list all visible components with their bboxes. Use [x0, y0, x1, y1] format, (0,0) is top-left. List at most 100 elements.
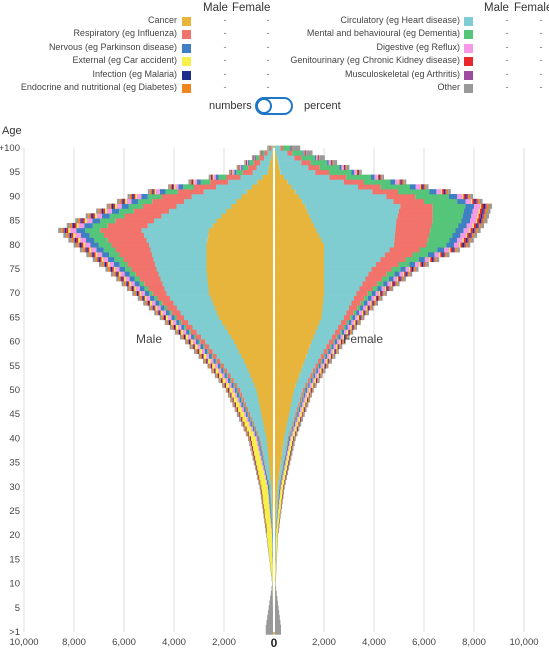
male-bar-digestive[interactable] — [80, 237, 86, 243]
male-bar-external[interactable] — [134, 285, 136, 292]
male-bar-nervous[interactable] — [92, 218, 101, 224]
male-bar-other[interactable] — [147, 189, 150, 195]
male-bar-other[interactable] — [267, 145, 269, 151]
female-bar-other[interactable] — [275, 600, 278, 606]
male-bar-genitourinary[interactable] — [93, 252, 96, 258]
male-bar-external[interactable] — [124, 276, 126, 282]
female-bar-cancer[interactable] — [274, 174, 284, 180]
male-bar-endocrine[interactable] — [212, 368, 214, 374]
male-bar-mental[interactable] — [271, 523, 273, 529]
male-bar-other[interactable] — [267, 615, 274, 621]
male-bar-respiratory[interactable] — [200, 339, 206, 345]
male-bar-musculoskeletal[interactable] — [136, 290, 137, 296]
male-bar-musculoskeletal[interactable] — [168, 319, 169, 325]
female-bar-cancer[interactable] — [274, 489, 278, 495]
female-bar-external[interactable] — [419, 261, 421, 267]
female-bar-cancer[interactable] — [274, 290, 324, 296]
female-bar-endocrine[interactable] — [383, 290, 385, 296]
female-bar-endocrine[interactable] — [365, 310, 368, 316]
male-bar-mental[interactable] — [241, 397, 243, 403]
male-bar-digestive[interactable] — [263, 469, 265, 475]
female-bar-respiratory[interactable] — [338, 324, 344, 330]
female-bar-circulatory[interactable] — [293, 392, 302, 398]
male-bar-genitourinary[interactable] — [218, 373, 220, 379]
male-bar-circulatory[interactable] — [166, 290, 210, 296]
female-bar-circulatory[interactable] — [274, 537, 276, 543]
female-bar-other[interactable] — [275, 586, 277, 592]
male-bar-genitourinary[interactable] — [112, 266, 114, 272]
male-bar-external[interactable] — [270, 561, 273, 567]
female-bar-cancer[interactable] — [274, 474, 279, 480]
male-bar-infection[interactable] — [69, 232, 72, 238]
male-bar-musculoskeletal[interactable] — [256, 465, 257, 471]
male-bar-digestive[interactable] — [96, 213, 103, 219]
female-bar-mental[interactable] — [372, 285, 378, 292]
female-bar-external[interactable] — [370, 300, 372, 306]
male-bar-endocrine[interactable] — [191, 344, 193, 350]
male-bar-mental[interactable] — [125, 266, 132, 272]
female-bar-circulatory[interactable] — [281, 455, 285, 461]
female-bar-other[interactable] — [276, 547, 278, 553]
male-bar-respiratory[interactable] — [216, 358, 221, 364]
male-bar-nervous[interactable] — [178, 184, 184, 190]
male-bar-other[interactable] — [68, 237, 72, 243]
female-bar-mental[interactable] — [283, 465, 284, 471]
female-bar-external[interactable] — [280, 489, 283, 495]
male-bar-other[interactable] — [132, 290, 135, 296]
male-bar-infection[interactable] — [158, 310, 160, 316]
female-bar-nervous[interactable] — [390, 179, 396, 185]
female-bar-digestive[interactable] — [399, 271, 404, 277]
female-bar-genitourinary[interactable] — [330, 353, 332, 359]
male-bar-other[interactable] — [241, 421, 243, 427]
male-bar-other[interactable] — [265, 624, 274, 630]
female-bar-mental[interactable] — [330, 344, 332, 350]
male-bar-genitourinary[interactable] — [74, 223, 77, 229]
female-bar-circulatory[interactable] — [279, 474, 281, 480]
female-bar-cancer[interactable] — [274, 247, 324, 253]
female-bar-genitourinary[interactable] — [305, 402, 306, 408]
female-bar-external[interactable] — [291, 435, 294, 442]
male-bar-nervous[interactable] — [181, 324, 185, 330]
male-bar-other[interactable] — [259, 150, 261, 156]
female-bar-other[interactable] — [292, 145, 301, 151]
male-bar-infection[interactable] — [247, 431, 249, 437]
male-bar-respiratory[interactable] — [266, 469, 267, 475]
female-bar-digestive[interactable] — [415, 261, 420, 267]
female-bar-circulatory[interactable] — [276, 508, 278, 514]
female-bar-circulatory[interactable] — [287, 421, 293, 427]
male-bar-cancer[interactable] — [271, 155, 274, 161]
male-bar-infection[interactable] — [189, 339, 190, 345]
male-bar-genitourinary[interactable] — [255, 460, 257, 466]
male-bar-infection[interactable] — [104, 261, 107, 267]
male-bar-respiratory[interactable] — [255, 426, 257, 432]
male-bar-nervous[interactable] — [81, 232, 90, 238]
male-bar-other[interactable] — [269, 600, 273, 606]
male-bar-mental[interactable] — [255, 155, 260, 161]
male-bar-mental[interactable] — [183, 184, 194, 190]
toggle-knob[interactable] — [256, 98, 272, 114]
female-bar-circulatory[interactable] — [295, 382, 306, 388]
female-bar-cancer[interactable] — [274, 155, 278, 161]
male-bar-cancer[interactable] — [208, 232, 274, 238]
female-bar-external[interactable] — [391, 281, 393, 287]
male-bar-other[interactable] — [253, 460, 255, 466]
female-bar-nervous[interactable] — [288, 440, 290, 446]
female-bar-other[interactable] — [279, 518, 281, 524]
female-bar-respiratory[interactable] — [351, 300, 361, 306]
male-bar-infection[interactable] — [191, 179, 193, 185]
female-bar-other[interactable] — [470, 237, 474, 243]
male-bar-genitourinary[interactable] — [252, 445, 254, 451]
female-bar-mental[interactable] — [380, 184, 410, 190]
male-bar-infection[interactable] — [92, 252, 94, 258]
male-bar-circulatory[interactable] — [233, 377, 253, 384]
female-bar-cancer[interactable] — [274, 184, 292, 190]
male-bar-cancer[interactable] — [206, 256, 275, 263]
female-bar-endocrine[interactable] — [323, 368, 325, 374]
female-bar-circulatory[interactable] — [295, 189, 373, 195]
female-bar-digestive[interactable] — [312, 377, 315, 384]
male-bar-nervous[interactable] — [258, 440, 260, 446]
female-bar-musculoskeletal[interactable] — [477, 223, 480, 229]
female-bar-musculoskeletal[interactable] — [342, 339, 343, 345]
male-bar-musculoskeletal[interactable] — [131, 285, 132, 292]
female-bar-nervous[interactable] — [289, 435, 290, 442]
